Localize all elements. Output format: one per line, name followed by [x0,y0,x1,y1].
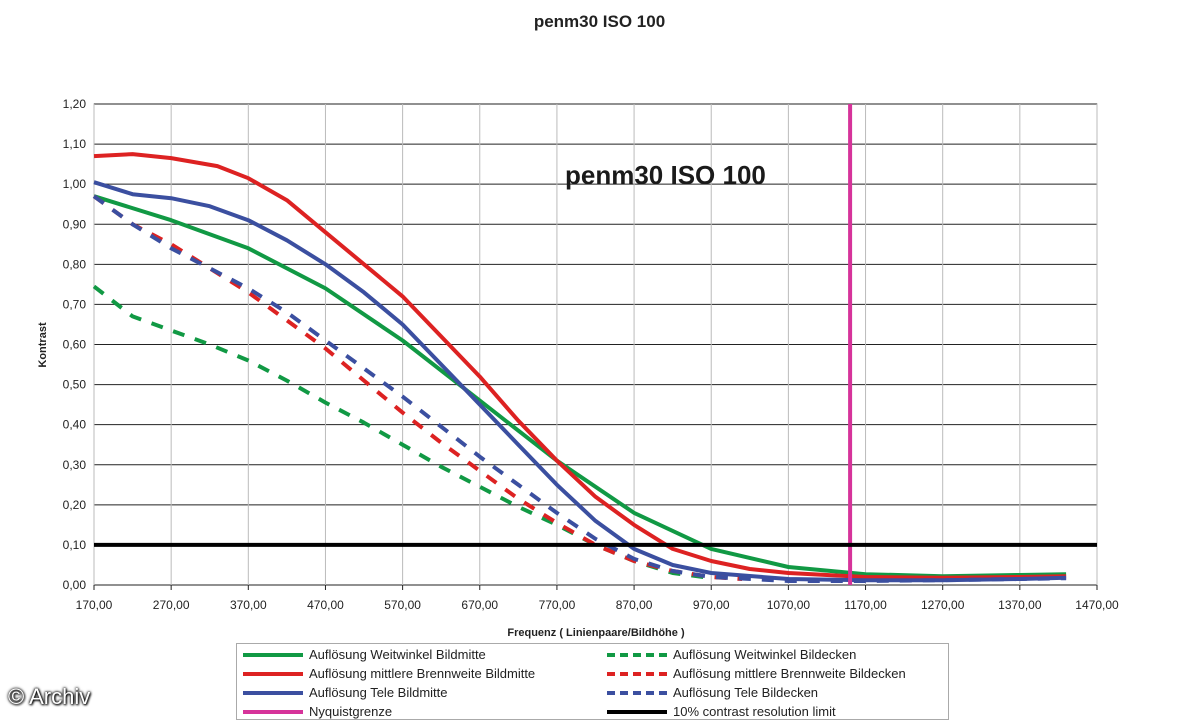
chart-title: penm30 ISO 100 [533,12,666,31]
y-tick-label: 0,10 [63,538,87,552]
x-tick-label: 1070,00 [767,598,811,612]
series-line-aufl-sung-tele-bildmitte [93,180,1067,583]
line-chart: 0,00 0,10 0,20 0,30 0,40 0,50 0,60 0,70 0,80 0,90… [37,97,1119,639]
y-tick-label: 0,50 [63,378,87,392]
legend-swatch [607,671,667,676]
legend-item: Auflösung Tele Bildecken [607,683,818,702]
series-line-aufl-sung-weitwinkel-bildmitte [93,194,1067,579]
legend-swatch [607,690,667,695]
x-tick-label: 670,00 [461,598,498,612]
legend-swatch [243,690,303,695]
y-tick-label: 1,10 [63,137,87,151]
x-tick-label: 170,00 [76,598,113,612]
series-line-aufl-sung-mittlere-brennweite-bildmitte [93,152,1067,580]
x-tick-label: 370,00 [230,598,267,612]
x-tick-label: 770,00 [539,598,576,612]
legend-item: Auflösung mittlere Brennweite Bildecken [607,664,906,683]
y-tick-label: 0,80 [63,257,87,271]
legend-label: Auflösung Tele Bildecken [673,685,819,700]
grid-layer [93,103,1098,586]
y-axis-label: Kontrast [37,322,49,368]
legend-label: Auflösung Weitwinkel Bildecken [673,647,857,662]
legend-swatch [243,671,303,676]
y-tick-label: 1,00 [63,177,87,191]
y-tick-label: 0,40 [63,418,87,432]
y-tick-label: 0,70 [63,297,87,311]
x-axis-label: Frequenz ( Linienpaare/Bildhöhe ) [507,627,685,639]
legend-label: Auflösung Tele Bildmitte [309,685,448,700]
y-tick-label: 0,60 [63,338,87,352]
legend-swatch [607,652,667,657]
legend-label: Auflösung mittlere Brennweite Bildmitte [309,666,536,681]
legend-label: Auflösung mittlere Brennweite Bildecken [673,666,906,681]
legend-item: Auflösung Weitwinkel Bildecken [607,645,856,664]
legend-label: 10% contrast resolution limit [673,704,836,719]
x-tick-label: 1470,00 [1075,598,1119,612]
chart-legend: Auflösung Weitwinkel Bildmitte Auflösung … [236,643,949,720]
axis-layer: 0,00 0,10 0,20 0,30 0,40 0,50 0,60 0,70 0,80 0,90… [63,97,1119,612]
legend-item: Auflösung Weitwinkel Bildmitte [243,645,486,664]
x-tick-label: 270,00 [153,598,190,612]
legend-label: Auflösung Weitwinkel Bildmitte [309,647,486,662]
y-tick-label: 0,90 [63,217,87,231]
y-tick-label: 0,00 [63,578,87,592]
y-tick-label: 0,20 [63,498,87,512]
y-tick-label: 0,30 [63,458,87,472]
x-tick-label: 1270,00 [921,598,965,612]
series-line-aufl-sung-tele-bildecken [92,194,1067,583]
series-line-aufl-sung-mittlere-brennweite-bildecken [92,194,743,581]
x-tick-label: 1370,00 [998,598,1042,612]
x-tick-label: 970,00 [693,598,730,612]
legend-swatch [243,652,303,657]
x-tick-label: 1170,00 [844,598,887,612]
y-tick-label: 1,20 [63,97,87,111]
legend-item: Auflösung Tele Bildmitte [243,683,448,702]
inner-chart-title: penm30 ISO 100 [565,160,766,190]
x-tick-label: 570,00 [384,598,421,612]
legend-swatch [607,709,667,714]
legend-item: 10% contrast resolution limit [607,702,836,721]
legend-item: Auflösung mittlere Brennweite Bildmitte [243,664,535,683]
series-layer [92,104,1097,585]
x-tick-label: 870,00 [616,598,653,612]
x-tick-label: 470,00 [307,598,344,612]
legend-item: Nyquistgrenze [243,702,392,721]
legend-swatch [243,709,303,714]
legend-label: Nyquistgrenze [309,704,393,719]
archive-watermark: © Archiv [8,684,91,709]
